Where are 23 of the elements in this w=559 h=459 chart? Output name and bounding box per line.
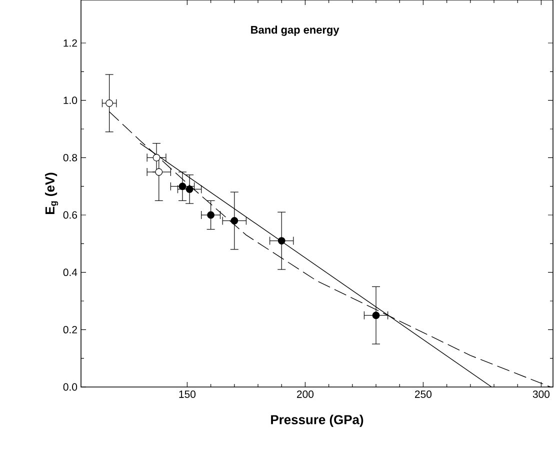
y-axis-title: E$_{g}$ (eV): [44, 172, 58, 214]
point: [372, 312, 380, 320]
point: [230, 217, 238, 224]
point: [152, 154, 160, 162]
y-tick-label: 0.6: [63, 211, 78, 219]
x-axis-title: Pressure (GPa): [271, 414, 364, 427]
x-tick-label: 300: [532, 390, 550, 398]
y-tick-label: 0.4: [63, 268, 78, 276]
point: [186, 185, 194, 193]
y-tick-label: 1.0: [64, 96, 78, 104]
x-tick-label: 150: [179, 390, 196, 398]
x-tick-label: 250: [415, 390, 432, 398]
point: [106, 99, 114, 107]
point: [178, 182, 186, 190]
x-tick-label: 200: [297, 390, 314, 398]
y-tick-label: 0.8: [63, 154, 78, 162]
point: [278, 237, 286, 244]
y-tick-label: 1.2: [64, 39, 77, 47]
y-tick-label: 0.2: [63, 326, 77, 334]
y-tick-label: 0.0: [63, 383, 78, 391]
point: [207, 211, 215, 219]
text: Band gap energy: [251, 26, 340, 36]
point: [155, 168, 163, 176]
